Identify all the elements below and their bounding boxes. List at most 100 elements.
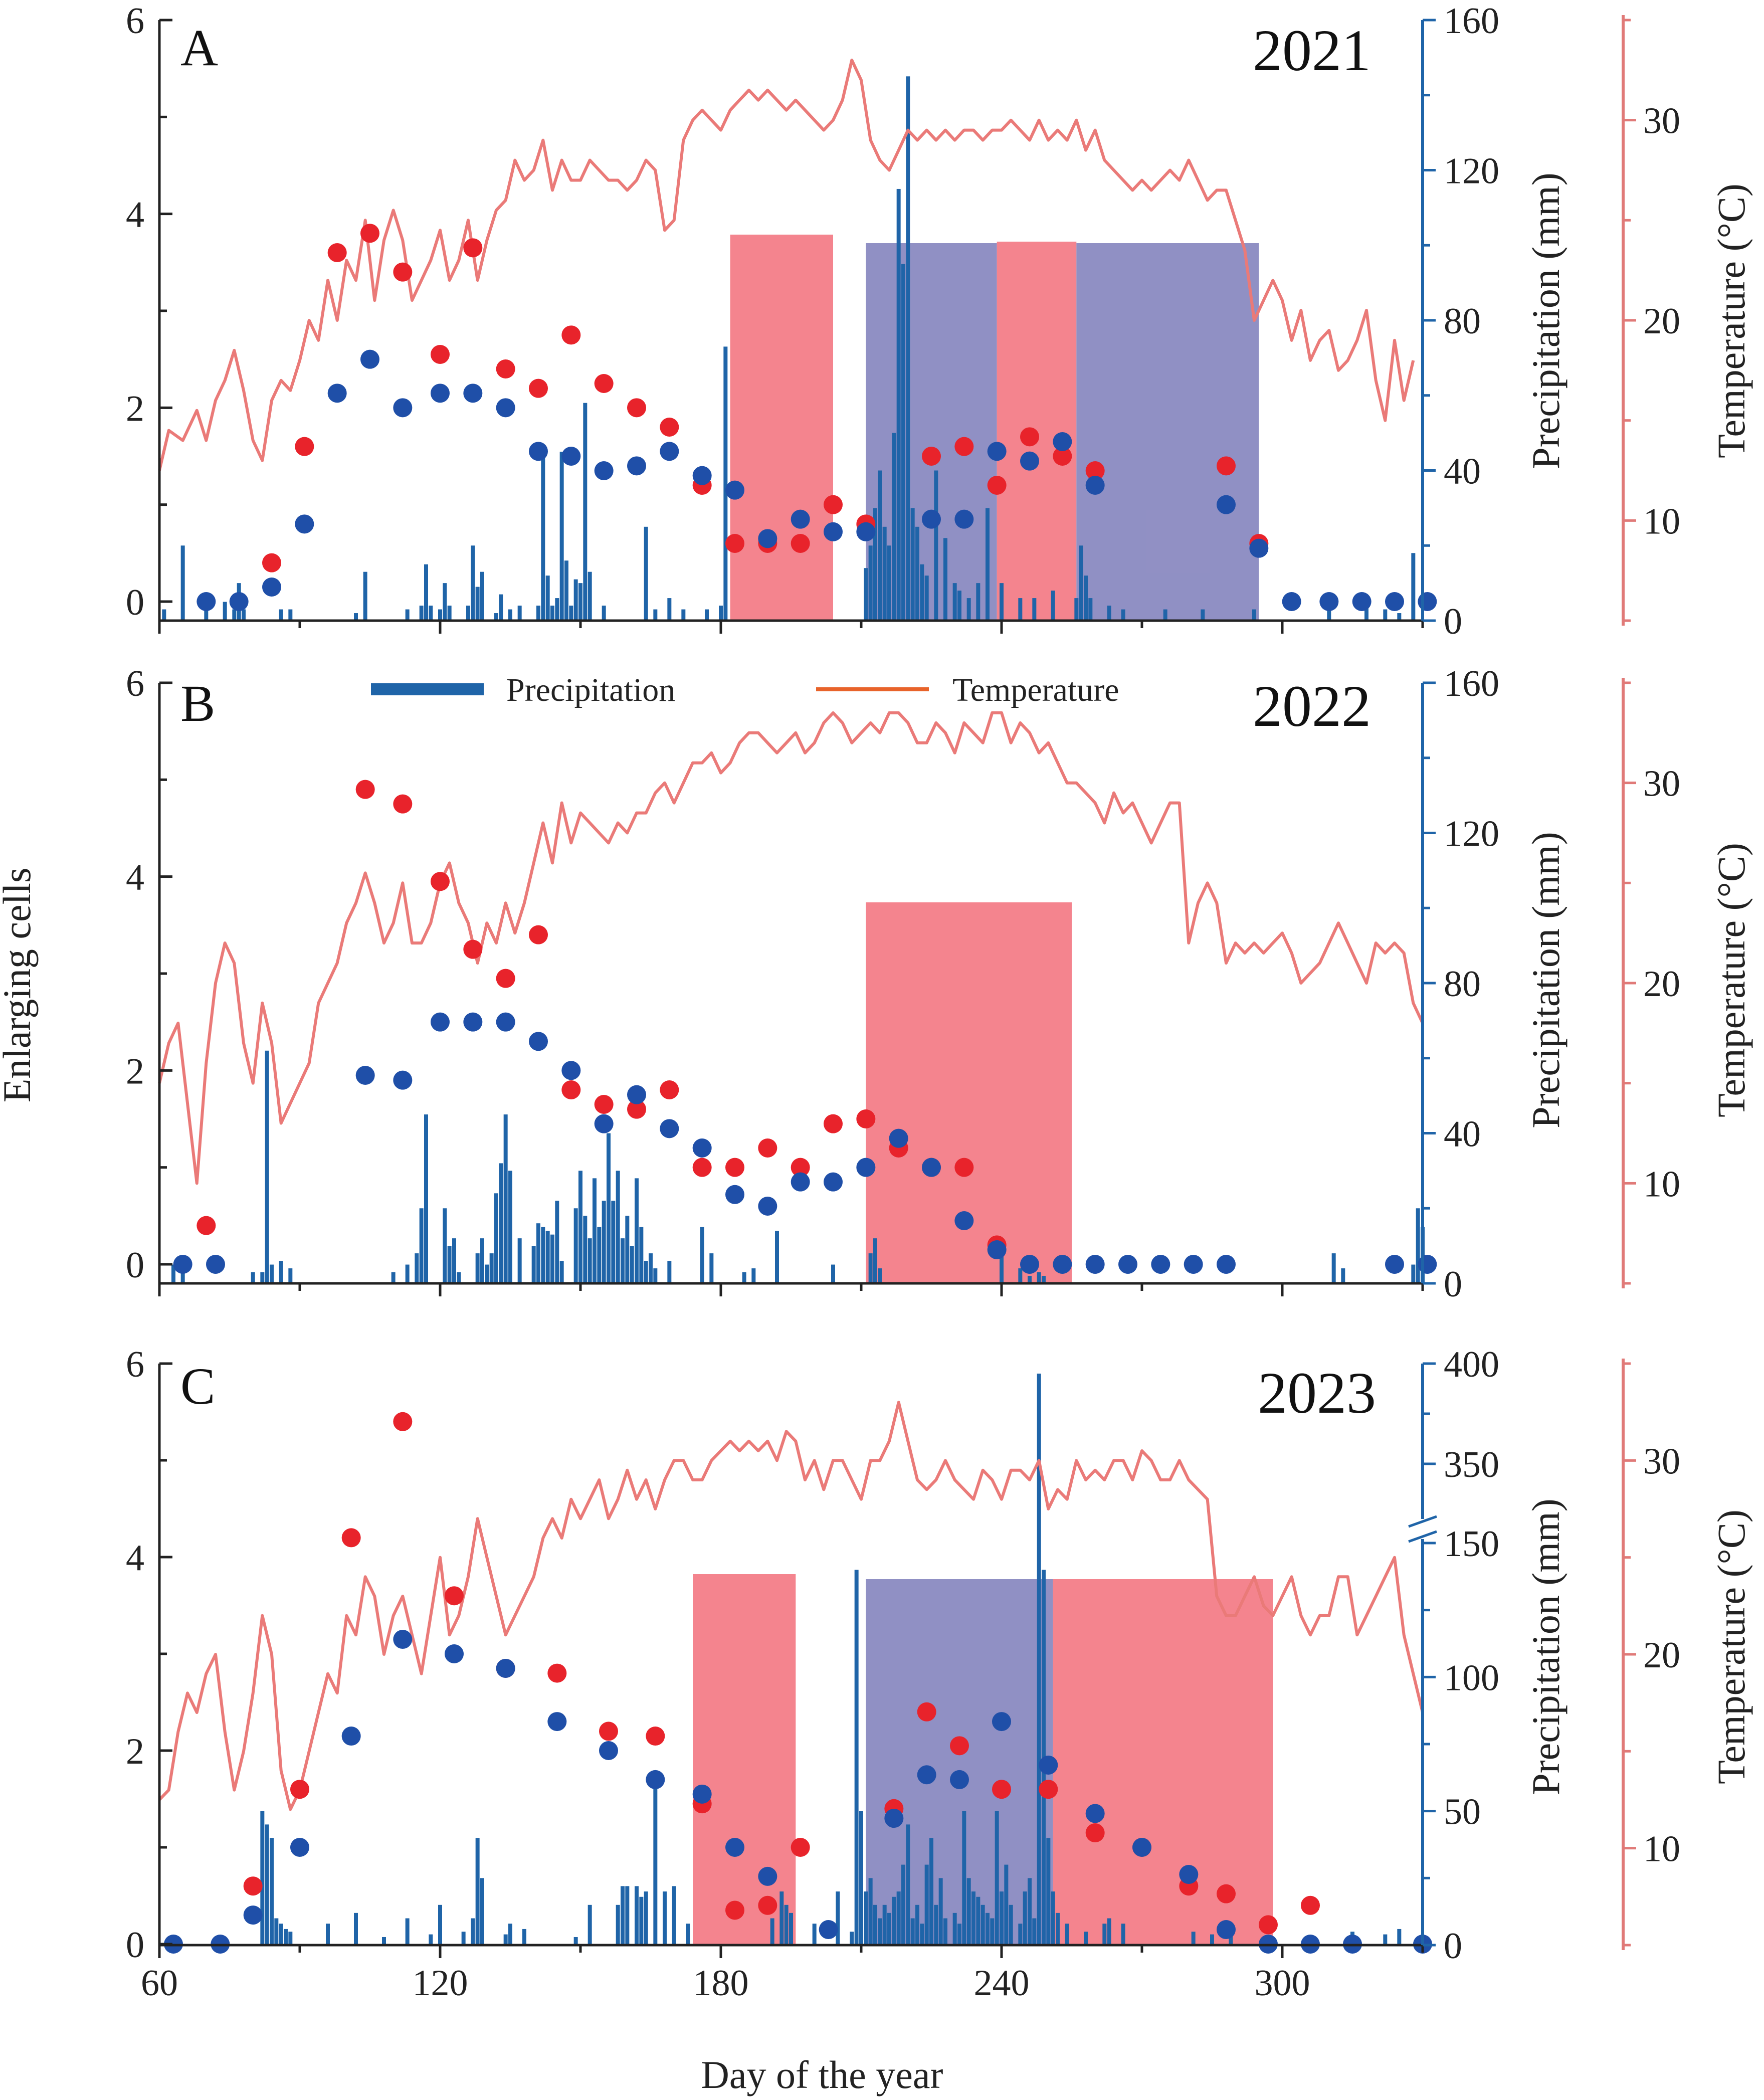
precip-bar <box>1411 1264 1416 1283</box>
blue-cell-points <box>173 1012 1437 1274</box>
precip-bar <box>611 1201 616 1283</box>
blue-cell-point <box>547 1712 567 1732</box>
precip-bar <box>751 1268 756 1283</box>
precip-bar <box>1028 1276 1032 1283</box>
precip-bar <box>424 1114 428 1283</box>
blue-cell-point <box>889 1128 908 1148</box>
red-cell-point <box>1039 1780 1058 1799</box>
temperature-line <box>158 711 1424 1185</box>
red-cell-point <box>824 1114 843 1133</box>
precip-bar <box>232 609 237 621</box>
temperature-line <box>158 1401 1424 1811</box>
red-cell-point <box>599 1722 618 1741</box>
precip-bar <box>573 579 578 621</box>
left-tick-label: 2 <box>126 1051 144 1092</box>
left-tick-label: 0 <box>126 1925 144 1966</box>
precip-bar <box>480 1238 484 1283</box>
precip-tick-label: 40 <box>1444 1114 1481 1155</box>
precip-bar <box>986 1913 990 1945</box>
precip-bar <box>667 598 672 621</box>
precip-bar <box>1411 553 1416 621</box>
precip-bar <box>180 1268 185 1283</box>
red-cell-point <box>954 1158 974 1177</box>
precip-bar <box>494 613 498 621</box>
red-cell-point <box>431 345 450 364</box>
panel-a: 0 2 4 6 0 40 80 120 160 10 20 30 A 2021 Precipitati… <box>126 1 1753 642</box>
red-cell-point <box>431 872 450 891</box>
precip-bar <box>550 606 554 621</box>
precip-bar <box>279 1924 283 1945</box>
precip-bar <box>990 1918 995 1945</box>
precip-bar <box>1201 609 1205 621</box>
red-cell-point <box>496 359 515 378</box>
red-cell-point <box>463 238 483 258</box>
precip-bar <box>1327 609 1331 621</box>
red-cell-point <box>646 1727 665 1746</box>
precip-axis-title: Precipitation (mm) <box>1524 1498 1567 1795</box>
blue-cell-point <box>197 592 216 611</box>
precip-bar <box>1000 583 1004 621</box>
blue-cell-point <box>341 1727 361 1746</box>
highlight-bands <box>730 235 1259 621</box>
precip-bar <box>621 1886 625 1945</box>
precip-bar <box>541 448 545 621</box>
precip-tick-label: 0 <box>1444 1926 1462 1967</box>
precip-bar <box>1107 1918 1111 1945</box>
precip-bar <box>920 564 924 621</box>
blue-cell-point <box>243 1905 263 1925</box>
precip-bar <box>742 1272 746 1283</box>
blue-cell-point <box>646 1770 665 1789</box>
red-cell-point <box>856 1109 876 1128</box>
precip-bar <box>1042 1276 1046 1283</box>
precip-bar <box>587 1238 592 1283</box>
precip-bar <box>363 571 367 621</box>
precip-tick-label: 0 <box>1444 1264 1462 1305</box>
precip-bar <box>873 508 877 621</box>
precip-bar <box>536 606 540 621</box>
blue-cell-point <box>1020 1255 1039 1274</box>
blue-cell-point <box>1217 1255 1236 1274</box>
red-cell-point <box>758 1138 777 1158</box>
precip-bar <box>578 1171 582 1283</box>
precip-bar <box>901 264 905 621</box>
blue-cell-point <box>1020 451 1039 471</box>
blue-cell-point <box>1282 592 1301 611</box>
blue-cell-point <box>529 1032 548 1051</box>
x-tick-label: 60 <box>141 1963 178 2004</box>
x-tick-label: 240 <box>974 1963 1030 2004</box>
precip-bar <box>1210 1934 1214 1945</box>
blue-cell-point <box>884 1809 904 1828</box>
red-cell-point <box>692 1158 712 1177</box>
red-cell-point <box>1259 1915 1278 1935</box>
blue-cell-point <box>856 522 876 541</box>
red-cell-point <box>295 437 314 456</box>
blue-cell-point <box>758 529 777 548</box>
precip-bar <box>1009 1904 1013 1945</box>
blue-cell-point <box>1352 592 1371 611</box>
temperature-line <box>158 58 1415 471</box>
blue-cell-point <box>1217 495 1236 514</box>
precip-bar <box>1018 1924 1023 1945</box>
precip-bar <box>447 606 452 621</box>
temp-tick-label: 20 <box>1643 301 1680 342</box>
precip-bar <box>1018 1268 1023 1283</box>
precip-bar <box>382 1937 386 1945</box>
precip-bar <box>906 1824 910 1945</box>
blue-cell-point <box>692 1138 712 1158</box>
temp-tick-label: 30 <box>1643 101 1680 142</box>
red-cell-point <box>1085 1823 1105 1843</box>
precip-bar <box>480 571 484 621</box>
blue-cell-point <box>431 1012 450 1032</box>
year-label: 2022 <box>1253 673 1371 739</box>
precip-bar <box>700 1227 704 1283</box>
precip-bar <box>1364 606 1368 621</box>
precip-bar <box>288 1932 293 1945</box>
precip-tick-label: 350 <box>1444 1444 1499 1485</box>
precip-bar <box>452 1238 456 1283</box>
red-cell-point <box>791 1158 810 1177</box>
precip-bar <box>976 583 981 621</box>
precip-bar <box>471 1918 475 1945</box>
precip-bar <box>779 1891 784 1945</box>
red-cell-point <box>243 1876 263 1896</box>
panel-letter: A <box>180 19 218 77</box>
